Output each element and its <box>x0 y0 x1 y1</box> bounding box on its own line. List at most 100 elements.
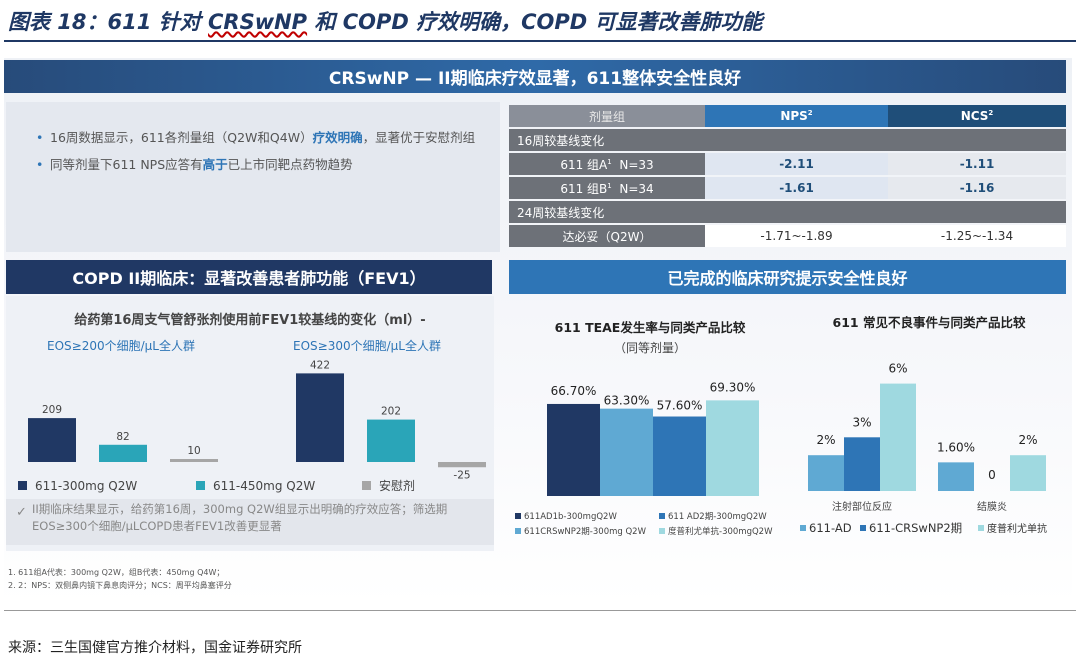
fev1-legend: 611-300mg Q2W 611-450mg Q2W 安慰剂 <box>18 478 415 493</box>
fev1-legend-swatch <box>18 481 27 490</box>
table-row: 611 组B1 N=34 -1.61 -1.16 <box>509 177 1066 199</box>
fev1-chart-title: 给药第16周支气管舒张剂使用前FEV1较基线的变化（ml）- <box>74 312 425 328</box>
ae-value-label: 2% <box>1018 433 1037 447</box>
ae-legend-label: 度普利尤单抗 <box>987 522 1047 535</box>
crswnp-results-table: 剂量组 NPS2 NCS2 16周较基线变化 611 组A1 N=33 -2.1… <box>509 103 1066 249</box>
row-label-sup: 1 <box>607 181 612 190</box>
section-week16: 16周较基线变化 <box>509 129 1066 151</box>
ae-value-label: 0 <box>988 468 996 482</box>
teae-value-label: 57.60% <box>657 399 703 413</box>
ae-value-label: 6% <box>888 362 907 376</box>
copd-note-box: II期临床结果显示，给药第16周，300mg Q2W组显示出明确的疗效应答；筛选… <box>32 502 448 533</box>
teae-chart-title: 611 TEAE发生率与同类产品比较 <box>555 320 746 335</box>
crswnp-banner: CRSwNP — II期临床疗效显著，611整体安全性良好 <box>4 60 1066 93</box>
cell-nps: -1.71~-1.89 <box>705 225 888 247</box>
teae-legend-swatch <box>515 528 521 534</box>
fev1-value-label: 202 <box>381 406 401 418</box>
row-label-text: 611 组A <box>560 157 608 172</box>
title-suffix: 和 COPD 疗效明确，COPD 可显著改善肺功能 <box>307 10 763 34</box>
teae-bar <box>653 416 706 496</box>
ae-legend-swatch <box>800 525 806 531</box>
teae-legend: 611AD1b-300mgQ2W 611 AD2期-300mgQ2W 611CRSw… <box>515 512 773 537</box>
title-underlined: CRSwNP <box>208 10 308 34</box>
ae-bar <box>938 462 974 491</box>
copd-banner: COPD II期临床：显著改善患者肺功能（FEV1） <box>6 260 492 294</box>
fev1-value-label: 82 <box>116 431 129 443</box>
row-n: N=34 <box>619 181 654 196</box>
header-ncs: NCS2 <box>888 105 1066 127</box>
footnote-1: 1. 611组A代表：300mg Q2W，组B代表：450mg Q4W； <box>8 568 225 577</box>
row-n: N=33 <box>619 157 654 172</box>
ae-bar <box>1010 455 1046 491</box>
fev1-legend-label: 611-300mg Q2W <box>35 479 137 493</box>
bullet-text: 同等剂量下611 NPS应答有 <box>50 157 203 172</box>
cell-ncs: -1.25~-1.34 <box>888 225 1066 247</box>
safety-banner: 已完成的临床研究提示安全性良好 <box>509 260 1066 294</box>
ae-legend-label: 611-CRSwNP2期 <box>869 521 962 535</box>
fev1-value-label: 209 <box>42 404 62 416</box>
fev1-bar <box>99 444 147 462</box>
source-note: 来源：三生国健官方推介材料，国金证券研究所 <box>8 640 302 655</box>
fev1-legend-swatch <box>196 481 205 490</box>
ae-bars: 2% 3% 6% 注射部位反应 1.60% 0 2% 结膜炎 <box>808 362 1046 513</box>
title-rule <box>4 40 1076 42</box>
fev1-bar <box>296 373 344 462</box>
fev1-bar <box>28 418 76 462</box>
fev1-bar <box>170 459 218 462</box>
cell-ncs: -1.16 <box>888 177 1066 199</box>
fev1-legend-label: 安慰剂 <box>379 478 415 493</box>
cell-nps: -1.61 <box>705 177 888 199</box>
fev1-group-label-eos300: EOS≥300个细胞/μL全人群 <box>293 338 441 353</box>
bottom-rule <box>4 610 1076 611</box>
ae-value-label: 2% <box>816 433 835 447</box>
bullet-text: ，显著优于安慰剂组 <box>362 130 476 145</box>
fev1-value-label: -25 <box>453 469 470 481</box>
fev1-chart: 给药第16周支气管舒张剂使用前FEV1较基线的变化（ml）- EOS≥200个细… <box>6 296 494 551</box>
teae-chart: 611 TEAE发生率与同类产品比较 （同等剂量） 66.70% 63.30% 57… <box>515 320 773 537</box>
fev1-value-label: 10 <box>187 445 200 457</box>
ae-legend-swatch <box>860 525 866 531</box>
ae-chart-title: 611 常见不良事件与同类产品比较 <box>833 315 1026 330</box>
copd-note-bg <box>6 499 494 545</box>
cell-nps: -2.11 <box>705 153 888 175</box>
ae-category-label: 注射部位反应 <box>832 500 892 513</box>
teae-value-label: 69.30% <box>710 380 756 394</box>
title-prefix: 图表 18：611 针对 <box>8 10 208 34</box>
teae-legend-swatch <box>515 513 521 519</box>
bullet-highlight: 高于 <box>202 157 228 172</box>
ae-legend: 611-AD 611-CRSwNP2期 度普利尤单抗 <box>800 521 1047 535</box>
header-dose-group: 剂量组 <box>509 105 705 127</box>
row-label-text: 611 组B <box>560 181 608 196</box>
teae-legend-label: 611 AD2期-300mgQ2W <box>668 512 767 522</box>
fev1-value-label: 422 <box>310 359 330 371</box>
table-header-row: 剂量组 NPS2 NCS2 <box>509 105 1066 127</box>
row-label-sup: 1 <box>607 157 612 166</box>
table-section-row: 16周较基线变化 <box>509 129 1066 151</box>
fev1-legend-swatch <box>362 481 371 490</box>
fev1-bar <box>367 419 415 462</box>
row-label: 达必妥（Q2W） <box>509 225 705 247</box>
ae-legend-label: 611-AD <box>809 521 852 535</box>
bullet-item: 16周数据显示，611各剂量组（Q2W和Q4W）疗效明确，显著优于安慰剂组 <box>36 128 476 147</box>
teae-value-label: 63.30% <box>604 394 650 408</box>
teae-legend-swatch <box>659 513 665 519</box>
table-section-row: 24周较基线变化 <box>509 201 1066 223</box>
teae-bar <box>547 403 600 496</box>
teae-bar <box>706 400 759 496</box>
header-nps: NPS2 <box>705 105 888 127</box>
ae-value-label: 1.60% <box>937 440 975 454</box>
table-row: 611 组A1 N=33 -2.11 -1.11 <box>509 153 1066 175</box>
crswnp-bullets: 16周数据显示，611各剂量组（Q2W和Q4W）疗效明确，显著优于安慰剂组 同等… <box>6 102 500 252</box>
teae-legend-label: 611CRSwNP2期-300mg Q2W <box>524 527 647 537</box>
copd-note: II期临床结果显示，给药第16周，300mg Q2W组显示出明确的疗效应答；筛选… <box>32 502 448 533</box>
check-icon: ✓ <box>16 505 27 520</box>
cell-ncs: -1.11 <box>888 153 1066 175</box>
bullet-highlight: 疗效明确 <box>312 130 363 145</box>
ae-value-label: 3% <box>852 415 871 429</box>
ae-legend-swatch <box>978 525 984 531</box>
ae-chart: 611 常见不良事件与同类产品比较 2% 3% 6% 注射部位反应 1.60% 0 2% 结膜… <box>800 315 1047 535</box>
table-row: 达必妥（Q2W） -1.71~-1.89 -1.25~-1.34 <box>509 225 1066 247</box>
ae-bar <box>844 437 880 491</box>
section-week24: 24周较基线变化 <box>509 201 1066 223</box>
fev1-bar <box>438 462 486 468</box>
